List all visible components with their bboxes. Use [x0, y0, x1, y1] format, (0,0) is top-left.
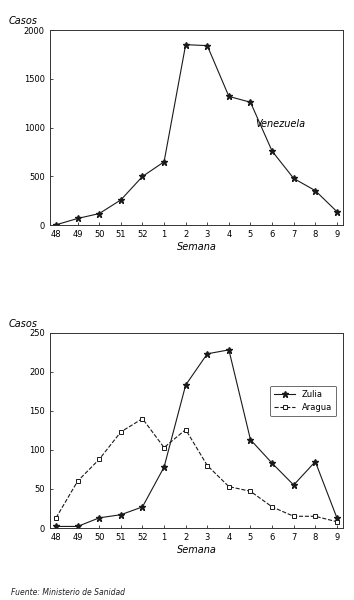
Text: Venezuela: Venezuela — [255, 119, 306, 129]
Zulia — [335, 514, 339, 521]
Aragua — [75, 478, 80, 485]
Zulia — [227, 346, 231, 353]
Aragua — [54, 514, 58, 521]
Zulia — [140, 503, 144, 511]
Aragua — [183, 426, 188, 433]
Text: Casos: Casos — [8, 319, 38, 329]
Aragua — [249, 488, 253, 495]
Aragua — [162, 444, 166, 451]
Zulia — [75, 523, 80, 530]
Aragua — [313, 512, 318, 520]
Zulia — [97, 514, 101, 521]
Aragua — [227, 483, 231, 490]
Zulia — [270, 460, 274, 467]
Zulia — [292, 481, 296, 488]
Aragua — [205, 462, 210, 469]
Zulia — [313, 458, 318, 465]
Zulia — [162, 463, 166, 470]
Aragua — [97, 455, 101, 463]
Aragua — [270, 503, 274, 511]
Zulia — [183, 382, 188, 389]
Legend: Zulia, Aragua: Zulia, Aragua — [270, 386, 336, 416]
X-axis label: Semana: Semana — [177, 545, 216, 554]
Aragua — [140, 415, 144, 422]
Zulia — [54, 523, 58, 530]
Zulia — [249, 436, 253, 443]
Line: Aragua: Aragua — [53, 416, 339, 524]
Zulia — [119, 511, 123, 518]
X-axis label: Semana: Semana — [177, 242, 216, 252]
Line: Zulia: Zulia — [53, 347, 340, 530]
Text: Fuente: Ministerio de Sanidad: Fuente: Ministerio de Sanidad — [11, 588, 125, 597]
Aragua — [335, 518, 339, 526]
Text: Casos: Casos — [8, 16, 38, 26]
Aragua — [292, 512, 296, 520]
Aragua — [119, 428, 123, 436]
Zulia — [205, 350, 210, 358]
